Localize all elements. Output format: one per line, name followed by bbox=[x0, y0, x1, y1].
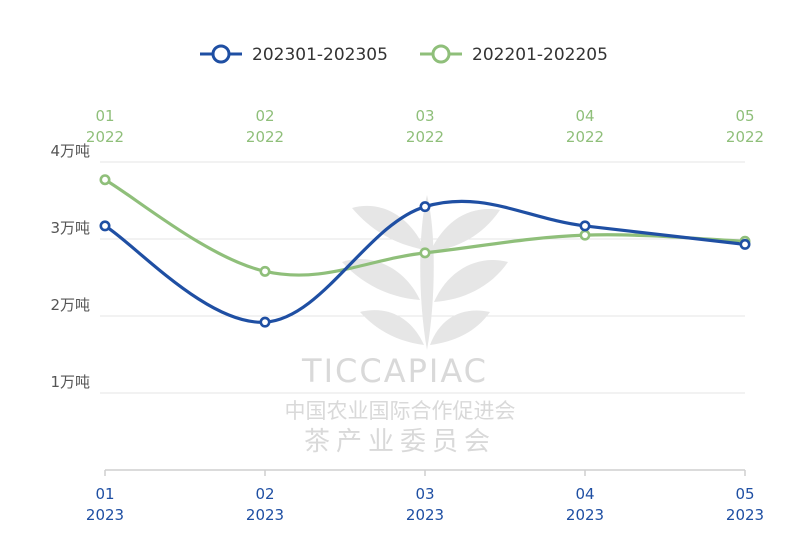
legend-label: 202201-202205 bbox=[472, 45, 608, 65]
x-top-year-label: 2022 bbox=[246, 128, 284, 146]
y-tick-label: 4万吨 bbox=[50, 142, 90, 160]
legend-marker bbox=[431, 44, 451, 64]
x-bottom-month-label: 02 bbox=[255, 485, 274, 503]
x-bottom-year-label: 2023 bbox=[86, 506, 124, 524]
watermark: TICCAPIAC 中国农业国际合作促进会 茶产业委员会 bbox=[285, 195, 516, 457]
x-top-month-label: 03 bbox=[415, 107, 434, 125]
series-line bbox=[103, 199, 747, 324]
x-top-month-label: 04 bbox=[575, 107, 594, 125]
legend-marker bbox=[211, 44, 231, 64]
x-bottom-month-label: 01 bbox=[95, 485, 114, 503]
watermark-brand: TICCAPIAC bbox=[301, 352, 488, 390]
watermark-org-line1: 中国农业国际合作促进会 bbox=[285, 399, 516, 423]
x-top-year-label: 2022 bbox=[406, 128, 444, 146]
legend-label: 202301-202305 bbox=[252, 45, 388, 65]
data-point bbox=[579, 220, 591, 232]
x-top-year-label: 2022 bbox=[726, 128, 764, 146]
x-bottom-year-label: 2023 bbox=[726, 506, 764, 524]
x-top-month-label: 02 bbox=[255, 107, 274, 125]
watermark-org-line2: 茶产业委员会 bbox=[304, 427, 496, 457]
y-tick-label: 2万吨 bbox=[50, 296, 90, 314]
data-point bbox=[99, 174, 111, 186]
data-point bbox=[259, 265, 271, 277]
y-tick-label: 3万吨 bbox=[50, 219, 90, 237]
x-bottom-month-label: 04 bbox=[575, 485, 594, 503]
x-bottom-year-label: 2023 bbox=[566, 506, 604, 524]
x-top-year-label: 2022 bbox=[566, 128, 604, 146]
x-top-month-label: 01 bbox=[95, 107, 114, 125]
x-bottom-year-label: 2023 bbox=[246, 506, 284, 524]
x-top-year-label: 2022 bbox=[86, 128, 124, 146]
data-point bbox=[739, 238, 751, 250]
x-top-month-label: 05 bbox=[735, 107, 754, 125]
x-bottom-month-label: 03 bbox=[415, 485, 434, 503]
data-point bbox=[259, 316, 271, 328]
data-point bbox=[419, 247, 431, 259]
y-tick-label: 1万吨 bbox=[50, 373, 90, 391]
x-bottom-year-label: 2023 bbox=[406, 506, 444, 524]
x-bottom-month-label: 05 bbox=[735, 485, 754, 503]
data-point bbox=[579, 229, 591, 241]
leaf-logo-icon bbox=[342, 195, 508, 350]
data-point bbox=[99, 220, 111, 232]
data-point bbox=[419, 201, 431, 213]
legend-item: 202301-202305 bbox=[200, 44, 388, 65]
legend-item: 202201-202205 bbox=[420, 44, 608, 65]
